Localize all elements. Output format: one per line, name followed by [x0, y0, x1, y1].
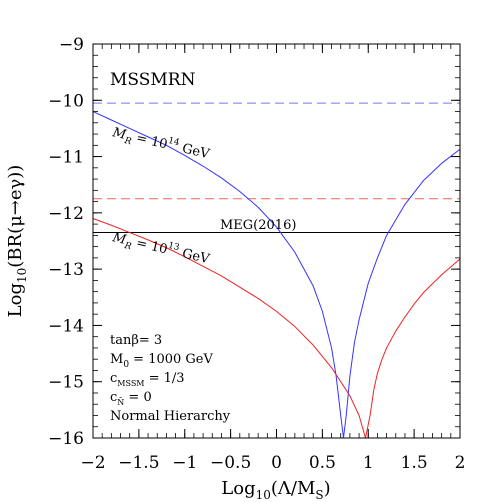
x-tick-label: 0 [271, 453, 282, 473]
y-tick-label: −15 [48, 373, 84, 393]
y-tick-label: −10 [48, 91, 84, 111]
x-axis-label: Log10(Λ/MS) [221, 478, 330, 502]
model-label: MSSMRN [110, 70, 196, 90]
y-axis-label: Log10(BR(μ→eγ)) [5, 165, 29, 318]
y-tick-label: −14 [48, 316, 84, 336]
blue-curve-label: MR = 1014 GeV [109, 123, 211, 165]
param-tanbeta: tanβ= 3 [110, 333, 162, 348]
x-tick-label: 2 [455, 453, 466, 473]
y-tick-label: −16 [48, 429, 84, 449]
param-cn: cN̄ = 0 [110, 390, 152, 407]
param-m0: M0 = 1000 GeV [110, 352, 213, 370]
red-series-line [92, 218, 461, 439]
y-tick-label: −13 [48, 260, 84, 280]
x-tick-label: −0.5 [210, 453, 251, 473]
y-tick-label: −9 [59, 35, 84, 55]
meg-label: MEG(2016) [220, 218, 296, 233]
x-tick-label: −2 [80, 453, 105, 473]
y-tick-label: −11 [48, 148, 84, 168]
param-cmssm: cMSSM = 1/3 [110, 371, 185, 388]
x-tick-label: 1 [363, 453, 374, 473]
blue-series-line [92, 111, 461, 439]
y-tick-label: −12 [48, 204, 84, 224]
x-tick-label: 0.5 [309, 453, 336, 473]
x-tick-label: 1.5 [401, 453, 428, 473]
ticks: −2 −1.5 −1 −0.5 0 0.5 1 1.5 2 −9 −10 −11 −12 −13 −14 −1… [48, 35, 465, 473]
x-tick-label: −1.5 [118, 453, 159, 473]
param-hierarchy: Normal Hierarchy [110, 409, 231, 424]
x-tick-label: −1 [172, 453, 197, 473]
red-curve-label: MR = 1013 GeV [109, 228, 211, 270]
parameter-box: tanβ= 3 M0 = 1000 GeV cMSSM = 1/3 cN̄ = … [110, 333, 231, 424]
curves [92, 111, 461, 439]
plot-content [93, 102, 460, 234]
